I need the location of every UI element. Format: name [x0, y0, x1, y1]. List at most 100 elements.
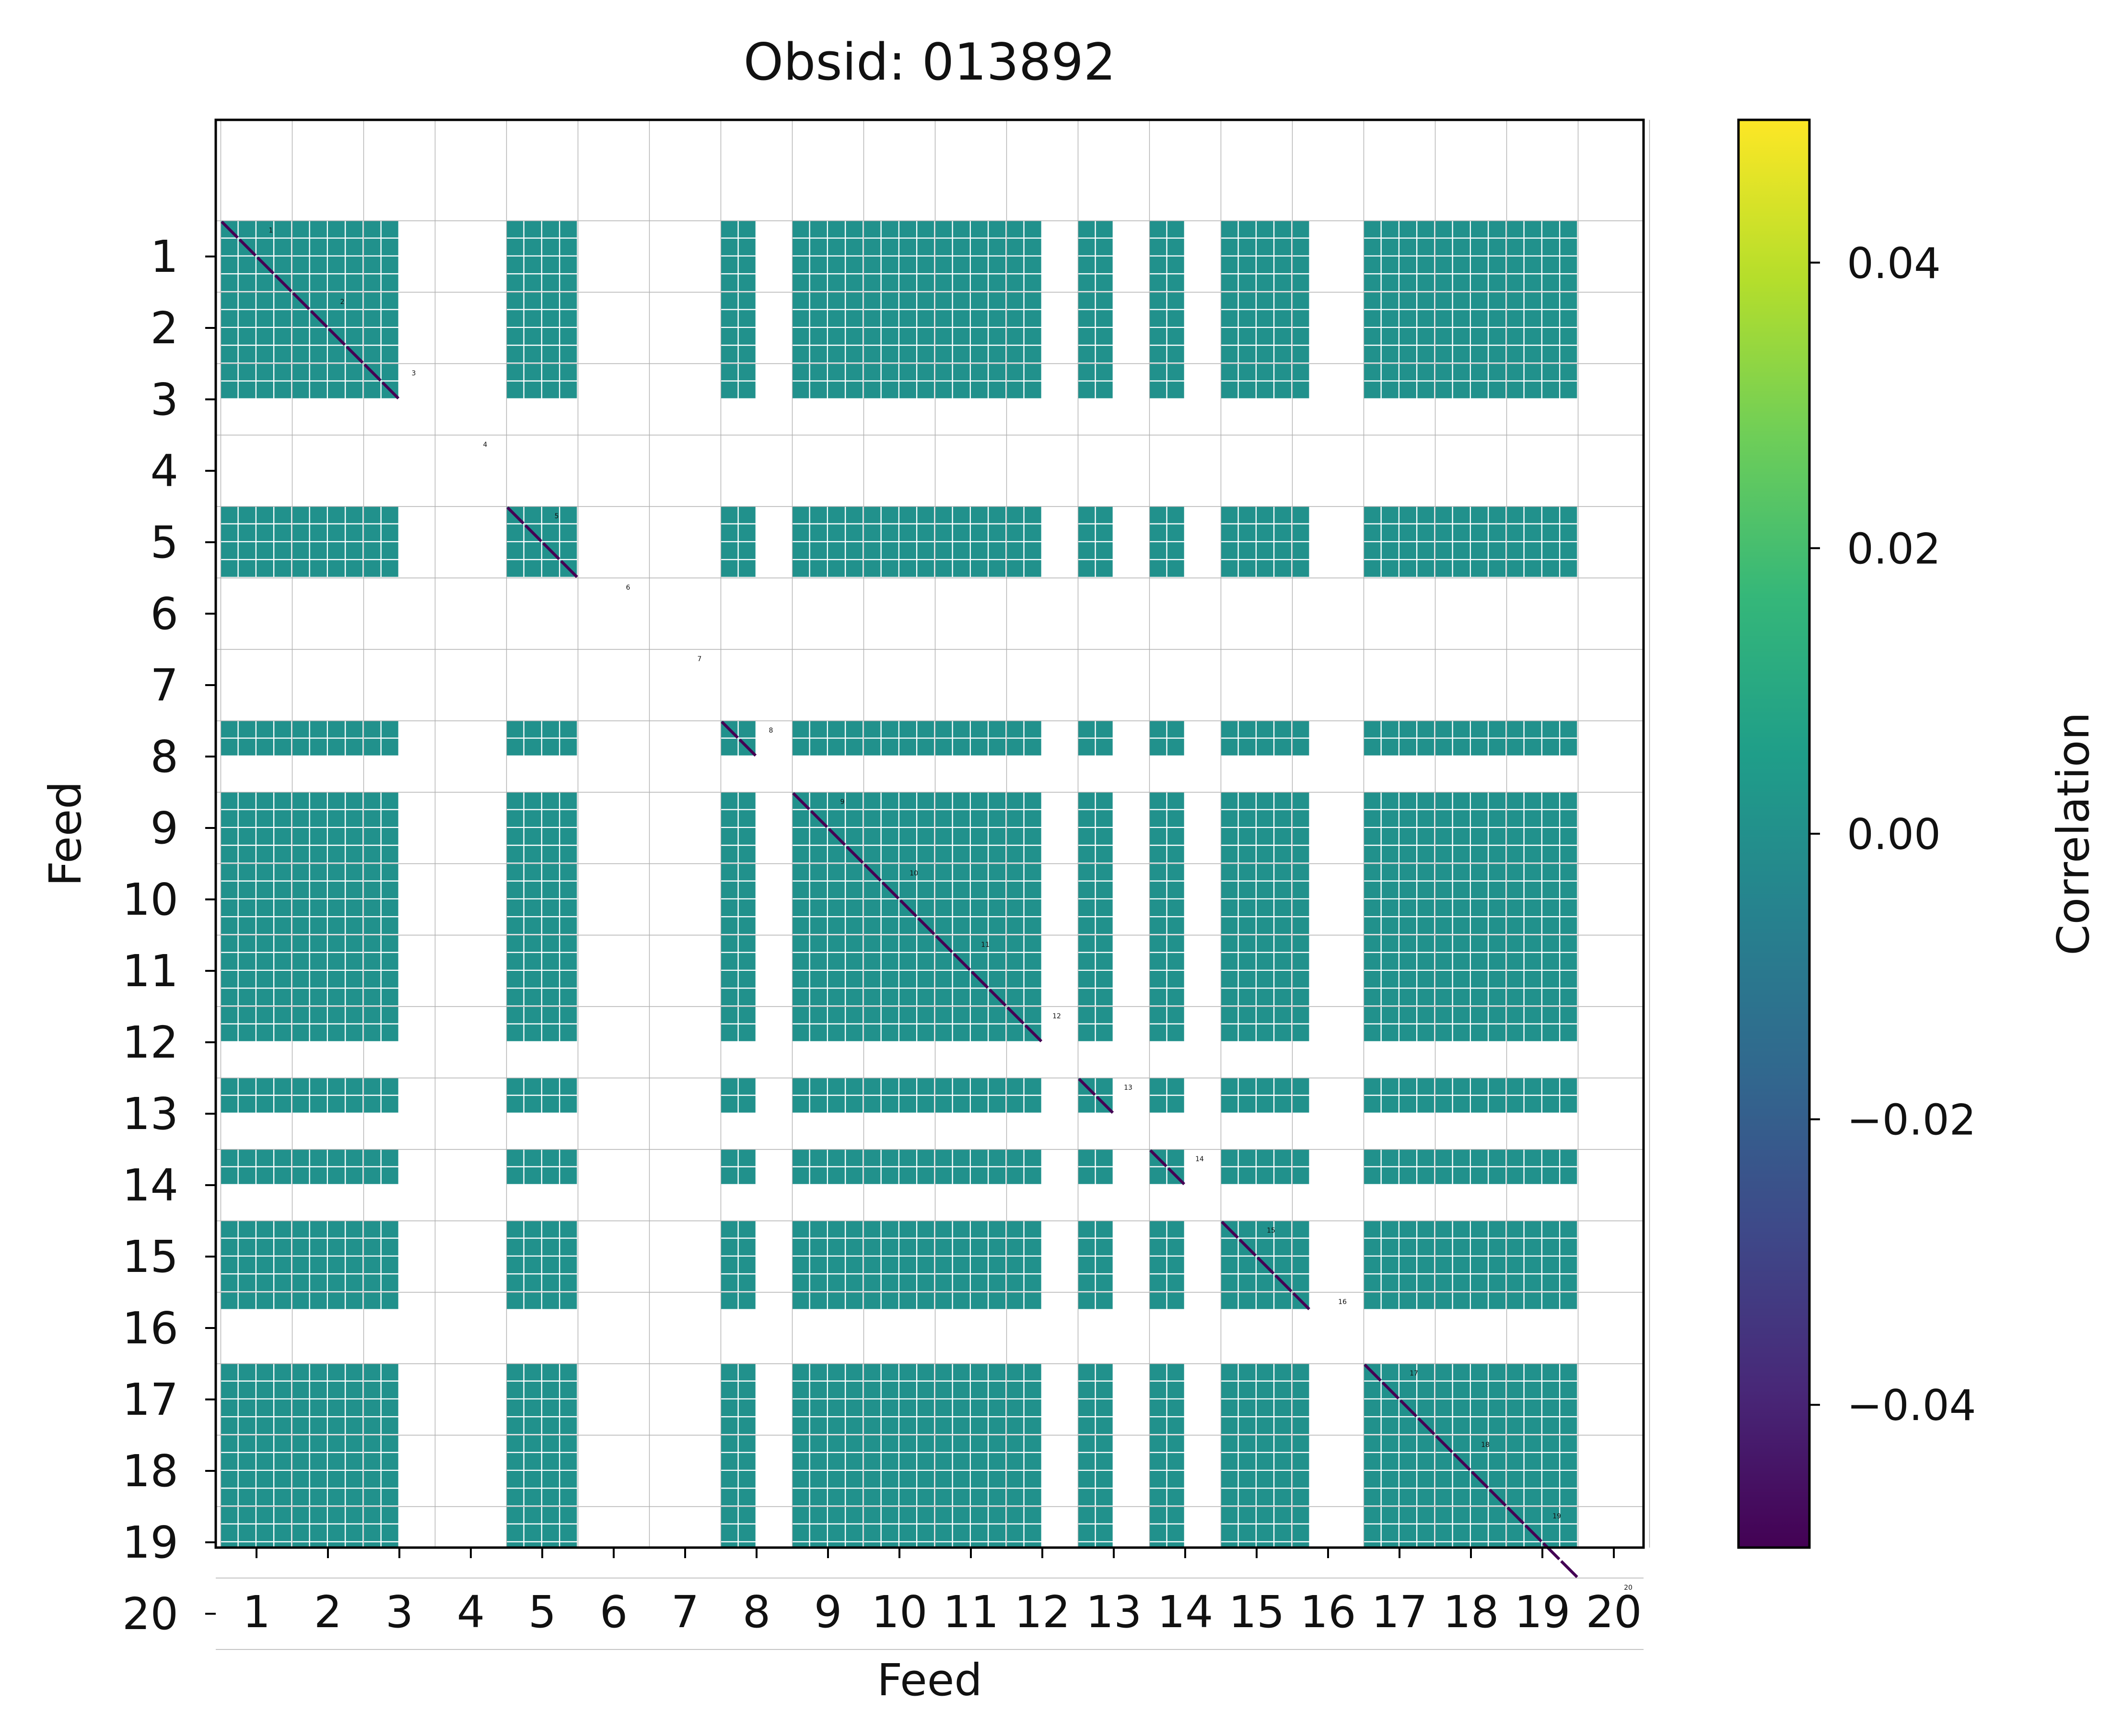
heatmap-cell	[1078, 506, 1095, 524]
heatmap-cell	[1149, 935, 1166, 952]
heatmap-cell	[1400, 310, 1416, 327]
heatmap-cell	[738, 381, 756, 398]
heatmap-cell	[1453, 524, 1470, 541]
heatmap-cell	[381, 738, 398, 756]
heatmap-cell	[1417, 828, 1435, 845]
heatmap-cell	[953, 1095, 970, 1113]
heatmap-cell	[899, 1024, 916, 1041]
heatmap-cell	[971, 506, 988, 524]
heatmap-cell	[310, 1167, 327, 1184]
heatmap-cell	[524, 738, 541, 756]
heatmap-cell	[1274, 381, 1292, 398]
heatmap-cell	[1489, 721, 1506, 738]
heatmap-cell	[1489, 542, 1506, 559]
heatmap-cell	[221, 506, 238, 524]
heatmap-cell	[310, 1489, 327, 1506]
heatmap-cell	[524, 506, 541, 524]
heatmap-cell	[899, 381, 916, 398]
heatmap-cell	[953, 738, 970, 756]
heatmap-cell	[881, 346, 898, 363]
heatmap-cell	[274, 1560, 291, 1577]
heatmap-cell	[274, 721, 292, 738]
heatmap-cell	[1149, 810, 1166, 827]
heatmap-cell	[917, 1524, 934, 1541]
heatmap-cell	[1006, 292, 1024, 309]
heatmap-cell	[221, 1095, 238, 1113]
heatmap-cell	[810, 346, 827, 363]
heatmap-cell	[971, 1221, 988, 1238]
heatmap-cell	[1417, 292, 1435, 309]
heatmap-cell	[328, 238, 345, 256]
heatmap-cell	[1542, 1024, 1559, 1041]
heatmap-cell	[810, 1435, 827, 1452]
heatmap-cell	[221, 1078, 238, 1095]
diagonal-label: 2	[340, 298, 345, 306]
heatmap-cell	[381, 1167, 398, 1184]
heatmap-cell	[1542, 1149, 1559, 1166]
heatmap-cell	[221, 935, 238, 952]
heatmap-cell	[1078, 1257, 1095, 1273]
heatmap-cell	[1453, 1006, 1470, 1024]
heatmap-cell	[953, 506, 970, 524]
heatmap-cell	[1542, 1524, 1559, 1541]
heatmap-cell	[1238, 721, 1256, 738]
x-tick-label: 12	[1014, 1586, 1070, 1638]
heatmap-cell	[346, 542, 363, 559]
heatmap-cell	[274, 899, 292, 916]
heatmap-cell	[292, 1489, 309, 1506]
heatmap-cell	[346, 1292, 363, 1309]
heatmap-cell	[881, 1238, 898, 1256]
heatmap-cell	[989, 917, 1006, 934]
heatmap-cell	[1400, 1257, 1416, 1273]
heatmap-cell	[721, 899, 738, 916]
heatmap-cell	[1006, 810, 1024, 827]
heatmap-cell	[738, 221, 756, 238]
heatmap-cell	[917, 1489, 934, 1506]
heatmap-cell	[1435, 1024, 1452, 1041]
heatmap-cell	[1096, 1560, 1113, 1577]
heatmap-cell	[1149, 738, 1166, 756]
heatmap-cell	[1078, 1381, 1095, 1398]
heatmap-cell	[274, 1006, 292, 1024]
heatmap-cell	[953, 221, 970, 238]
diagonal-label: 9	[840, 798, 845, 806]
heatmap-cell	[1560, 863, 1577, 881]
heatmap-cell	[721, 1024, 738, 1041]
heatmap-cell	[1006, 1542, 1024, 1548]
heatmap-cell	[1489, 1435, 1506, 1452]
heatmap-cell	[221, 560, 238, 577]
heatmap-cell	[274, 989, 292, 1006]
heatmap-cell	[935, 917, 952, 934]
heatmap-cell	[238, 1221, 256, 1238]
heatmap-cell	[381, 1024, 398, 1041]
heatmap-cell	[542, 971, 559, 988]
heatmap-cell	[524, 899, 541, 916]
x-axis-label: Feed	[877, 1654, 982, 1706]
heatmap-cell	[953, 1417, 970, 1434]
heatmap-cell	[953, 346, 970, 363]
heatmap-cell	[1453, 1221, 1470, 1238]
heatmap-cell	[363, 953, 381, 970]
heatmap-cell	[846, 1542, 863, 1548]
heatmap-cell	[989, 292, 1006, 309]
heatmap-cell	[328, 810, 345, 827]
heatmap-cell	[274, 1149, 292, 1166]
heatmap-cell	[257, 846, 273, 863]
heatmap-cell	[935, 1149, 952, 1166]
heatmap-cell	[1149, 863, 1166, 881]
heatmap-cell	[989, 1024, 1006, 1041]
heatmap-cell	[1221, 1453, 1238, 1470]
heatmap-cell	[1096, 935, 1113, 952]
heatmap-cell	[881, 1381, 898, 1398]
heatmap-cell	[221, 953, 238, 970]
heatmap-cell	[828, 346, 845, 363]
heatmap-cell	[1471, 863, 1488, 881]
heatmap-cell	[1471, 738, 1488, 756]
heatmap-cell	[560, 1292, 577, 1309]
heatmap-cell	[846, 935, 863, 952]
heatmap-cell	[1096, 899, 1113, 916]
diagonal-cell	[1489, 1489, 1507, 1507]
heatmap-cell	[1167, 1363, 1184, 1381]
heatmap-cell	[935, 1006, 952, 1024]
